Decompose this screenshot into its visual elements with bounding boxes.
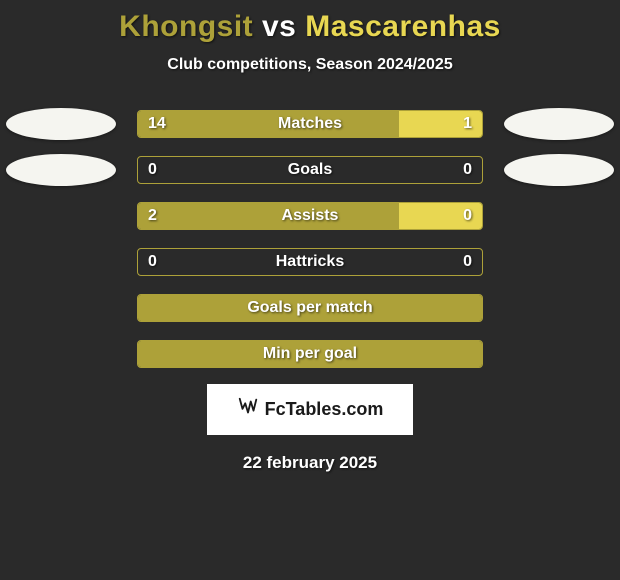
stat-label: Assists xyxy=(282,207,339,225)
stat-bar: 2 0 Assists xyxy=(137,202,483,230)
stat-label: Matches xyxy=(278,115,342,133)
player2-name: Mascarenhas xyxy=(305,10,501,43)
infographic-container: Khongsit vs Mascarenhas Club competition… xyxy=(0,0,620,580)
stat-bar: 0 0 Goals xyxy=(137,156,483,184)
player2-oval xyxy=(504,108,614,140)
stat-label: Goals xyxy=(288,161,332,179)
stat-row: 0 0 Goals xyxy=(0,156,620,184)
subtitle: Club competitions, Season 2024/2025 xyxy=(167,56,452,74)
player1-oval xyxy=(6,154,116,186)
vs-label: vs xyxy=(262,10,296,43)
stat-label: Min per goal xyxy=(263,345,357,363)
stat-row: 2 0 Assists xyxy=(0,202,620,230)
stat-bar: 14 1 Matches xyxy=(137,110,483,138)
stat-bar-left-segment xyxy=(138,203,399,229)
player1-name: Khongsit xyxy=(119,10,253,43)
stat-left-value: 14 xyxy=(148,115,166,133)
stat-right-value: 0 xyxy=(463,253,472,271)
stat-right-value: 0 xyxy=(463,207,472,225)
stat-right-value: 1 xyxy=(463,115,472,133)
stat-row: 14 1 Matches xyxy=(0,110,620,138)
stat-left-value: 2 xyxy=(148,207,157,225)
page-title: Khongsit vs Mascarenhas xyxy=(119,10,501,44)
chart-icon xyxy=(237,396,259,423)
stat-right-value: 0 xyxy=(463,161,472,179)
stat-label: Hattricks xyxy=(276,253,344,271)
stat-left-value: 0 xyxy=(148,161,157,179)
stat-left-value: 0 xyxy=(148,253,157,271)
player2-oval xyxy=(504,154,614,186)
stat-row: Min per goal xyxy=(0,340,620,368)
player1-oval xyxy=(6,108,116,140)
stat-row: Goals per match xyxy=(0,294,620,322)
date-label: 22 february 2025 xyxy=(243,453,377,473)
stat-bar-left-segment xyxy=(138,111,399,137)
stats-rows: 14 1 Matches 0 0 Goals 2 0 Assists 0 0 Hattricks Goa… xyxy=(0,110,620,368)
branding-badge: FcTables.com xyxy=(207,384,414,435)
stat-bar: 0 0 Hattricks xyxy=(137,248,483,276)
branding-text: FcTables.com xyxy=(265,399,384,420)
stat-label: Goals per match xyxy=(247,299,372,317)
stat-bar: Goals per match xyxy=(137,294,483,322)
stat-bar: Min per goal xyxy=(137,340,483,368)
stat-row: 0 0 Hattricks xyxy=(0,248,620,276)
